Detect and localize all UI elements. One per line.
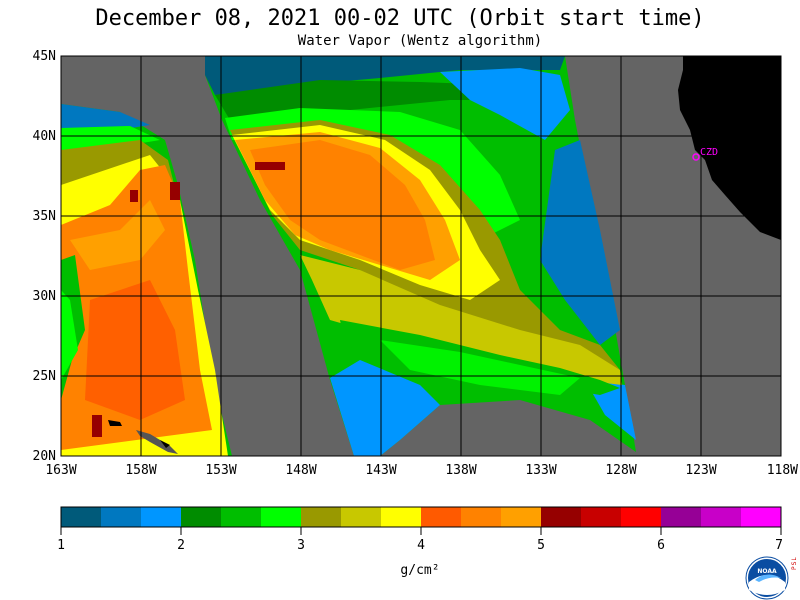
noaa-logo-bird <box>755 574 781 582</box>
station-marker: CZD <box>692 147 718 161</box>
colorbar-tick-label: 7 <box>775 538 783 553</box>
colorbar-swatch <box>181 507 222 527</box>
left-swath <box>61 104 232 456</box>
colorbar-swatch <box>341 507 382 527</box>
hawaii-land <box>160 440 170 448</box>
graticule <box>61 56 781 456</box>
colorbar-swatch <box>701 507 742 527</box>
longitude-label: 153W <box>205 463 236 478</box>
latitude-label: 25N <box>33 369 56 384</box>
california-land <box>678 56 781 240</box>
right-swath-lime-band <box>380 340 580 395</box>
colorbar-swatch <box>141 507 182 527</box>
latitude-label: 35N <box>33 209 56 224</box>
colorbar <box>60 506 782 528</box>
colorbar-tick-label: 6 <box>657 538 665 553</box>
left-swath-red-spot <box>130 190 138 202</box>
hawaii-land <box>108 420 122 426</box>
colorbar-ticks: 1 2 3 4 5 6 7 <box>57 527 783 553</box>
longitude-labels: 163W 158W 153W 148W 143W 138W 133W 128W 123W 118W <box>45 463 798 478</box>
colorbar-tick-label: 2 <box>177 538 185 553</box>
hawaii-land <box>136 430 178 454</box>
right-swath-blue <box>585 380 636 440</box>
colorbar-swatch <box>421 507 462 527</box>
longitude-label: 128W <box>605 463 636 478</box>
colorbar-swatch <box>621 507 662 527</box>
longitude-label: 148W <box>285 463 316 478</box>
left-swath-deep-orange <box>85 280 185 420</box>
station-label: CZD <box>700 147 718 158</box>
right-swath-blue <box>540 140 620 345</box>
longitude-label: 158W <box>125 463 156 478</box>
colorbar-swatch <box>301 507 342 527</box>
latitude-labels: 20N 25N 30N 35N 40N 45N <box>33 49 56 464</box>
colorbar-swatch <box>381 507 422 527</box>
colorbar-swatch <box>101 507 142 527</box>
colorbar-swatch <box>221 507 262 527</box>
noaa-logo: NOAA PSL <box>745 556 798 600</box>
longitude-label: 133W <box>525 463 556 478</box>
colorbar-swatch <box>61 507 102 527</box>
right-swath-blue <box>440 68 570 140</box>
colorbar-swatch <box>461 507 502 527</box>
left-swath-red-spot <box>170 182 180 200</box>
colorbar-swatch <box>741 507 782 527</box>
colorbar-swatch <box>541 507 582 527</box>
right-swath-lime <box>225 108 520 240</box>
colorbar-tick-label: 4 <box>417 538 425 553</box>
longitude-label: 138W <box>445 463 476 478</box>
latitude-label: 20N <box>33 449 56 464</box>
colorbar-tick-label: 3 <box>297 538 305 553</box>
station-icon <box>692 153 700 161</box>
colorbar-units: g/cm² <box>400 563 440 578</box>
colorbar-swatch <box>581 507 622 527</box>
colorbar-swatch <box>501 507 542 527</box>
longitude-label: 143W <box>365 463 396 478</box>
right-swath-orange <box>250 140 435 270</box>
colorbar-swatch <box>261 507 302 527</box>
map-subtitle: Water Vapor (Wentz algorithm) <box>297 33 543 49</box>
psl-side-text: PSL <box>791 556 798 570</box>
left-swath-red-spot <box>92 415 102 437</box>
longitude-label: 123W <box>685 463 716 478</box>
latitude-label: 30N <box>33 289 56 304</box>
right-swath-blue <box>330 360 440 456</box>
colorbar-tick-label: 5 <box>537 538 545 553</box>
colorbar-swatch <box>661 507 702 527</box>
map-plot-area: CZD <box>61 56 781 456</box>
noaa-logo-text: NOAA <box>757 568 777 575</box>
map-frame <box>60 55 782 457</box>
colorbar-tick-label: 1 <box>57 538 65 553</box>
left-swath-lime-edge <box>61 290 78 380</box>
right-swath-red-spot <box>255 162 285 170</box>
longitude-label: 163W <box>45 463 76 478</box>
map-title: December 08, 2021 00-02 UTC (Orbit start… <box>95 6 705 31</box>
latitude-label: 40N <box>33 129 56 144</box>
latitude-label: 45N <box>33 49 56 64</box>
longitude-label: 118W <box>767 463 798 478</box>
noaa-logo-ring <box>745 556 789 600</box>
